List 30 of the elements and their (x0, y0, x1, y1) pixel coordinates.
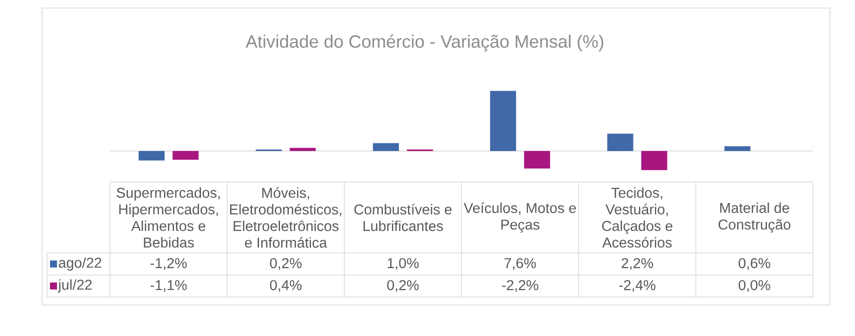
bar (490, 90, 516, 152)
data-label: -2,2% (502, 280, 538, 292)
data-label: 0,4% (270, 280, 302, 292)
data-label: 1,0% (388, 258, 419, 270)
x-tick-label: Tecidos, Vestuário, Calçados e Acessórios (602, 187, 672, 248)
data-label: 0,2% (387, 280, 419, 292)
x-tick-label: Veículos, Motos e Peças (464, 202, 576, 233)
bar (290, 148, 316, 152)
data-label: 0,0% (738, 280, 770, 292)
legend-label: ago/22 (58, 257, 102, 271)
bar (372, 143, 399, 152)
x-tick-label: Material de Construção (718, 202, 790, 232)
bar (724, 146, 750, 152)
bar (641, 151, 668, 170)
bar (172, 151, 199, 160)
data-label: -2,4% (619, 280, 656, 292)
bar (607, 134, 634, 152)
data-label: -1,2% (150, 258, 187, 270)
data-label: -1,1% (150, 280, 187, 292)
x-tick-label: Móveis, Eletrodomésticos, Eletroeletrônicos e Informática (230, 187, 342, 248)
x-tick-label: Combustíveis e Lubrificantes (354, 204, 452, 232)
x-tick-label: Supermercados, Hipermercados, Alimentos e Bebidas (116, 187, 220, 248)
chart-title: Atividade do Comércio - Variação Mensal (%) (246, 34, 604, 52)
data-label: 7,6% (504, 258, 536, 270)
legend-label: jul/22 (58, 279, 92, 293)
bar (138, 151, 165, 161)
data-label: 2,2% (622, 258, 654, 270)
data-label: 0,2% (270, 258, 302, 270)
data-label: 0,6% (738, 258, 770, 270)
bar (524, 151, 550, 168)
